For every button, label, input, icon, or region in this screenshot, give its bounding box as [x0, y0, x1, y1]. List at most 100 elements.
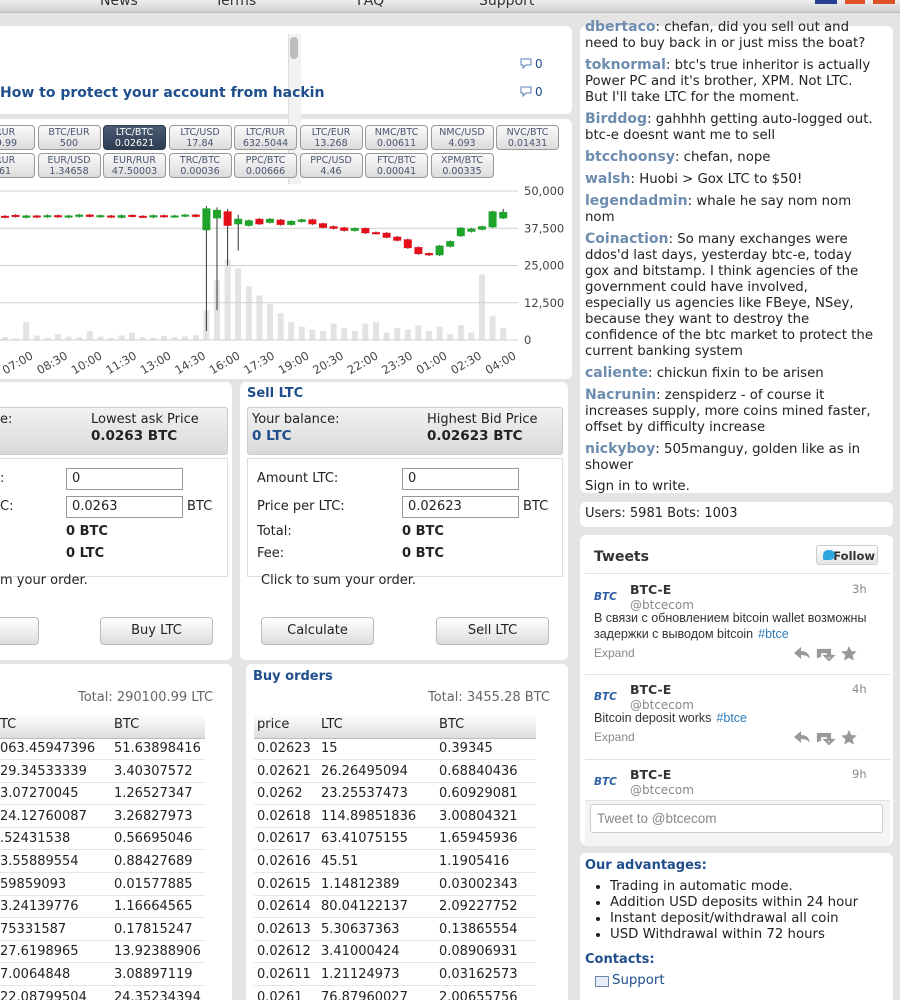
- cell: 3.40307572: [114, 763, 193, 779]
- cell: 3.26827973: [114, 808, 193, 824]
- support-link[interactable]: Support: [612, 973, 665, 988]
- row-line: [0, 759, 205, 760]
- flag[interactable]: [815, 0, 837, 4]
- chat-message: toknormal: btc's true inheritor is actua…: [585, 57, 877, 106]
- column-header: TC: [0, 717, 17, 732]
- input[interactable]: 0.0263: [66, 496, 183, 518]
- text: C:: [0, 499, 14, 514]
- text: Amount LTC:: [257, 471, 339, 486]
- flag[interactable]: [873, 0, 895, 4]
- cell: 0.13865554: [439, 921, 518, 937]
- nav-link[interactable]: Terms: [215, 0, 257, 9]
- text: Click to sum your order.: [261, 573, 417, 588]
- nav-link[interactable]: FAQ: [357, 0, 385, 9]
- tweet-input[interactable]: Tweet to @btcecom: [590, 804, 883, 833]
- pair-button[interactable]: LTC/BTC 0.02621: [103, 125, 166, 150]
- pair-name: NMC/USD: [439, 127, 485, 138]
- text: 0 BTC: [402, 546, 444, 561]
- x-tick-label: 07:00: [0, 348, 35, 377]
- tweet-tag[interactable]: #btce: [758, 627, 789, 641]
- comment-count[interactable]: 0: [535, 57, 543, 71]
- pair-button[interactable]: PPC/BTC 0.00666: [234, 153, 297, 178]
- nav-link[interactable]: News: [100, 0, 138, 9]
- cell: 29.34533339: [0, 763, 87, 779]
- tweet-actions[interactable]: [792, 645, 862, 661]
- pair-button[interactable]: NVC/BTC 0.01431: [496, 125, 559, 150]
- nav-link[interactable]: Support: [479, 0, 535, 9]
- cell: 75331587: [0, 921, 67, 937]
- pair-button[interactable]: TRC/BTC 0.00036: [168, 153, 232, 178]
- row-line: [254, 804, 536, 806]
- pair-button[interactable]: BTC/EUR 500: [37, 125, 101, 150]
- button[interactable]: Calculate: [261, 617, 374, 645]
- tweet-name[interactable]: BTC-E: [630, 682, 672, 697]
- chat-user[interactable]: walsh: [585, 171, 631, 187]
- flag[interactable]: [845, 0, 865, 4]
- comment-count[interactable]: 0: [535, 85, 543, 99]
- chat-user[interactable]: legendadmin: [585, 193, 688, 209]
- tweet-list: BTC BTC-E @btcecom 3h В связи с обновлением …: [585, 574, 890, 800]
- pair-name: BTC/EUR: [48, 127, 90, 138]
- tweet-logo: BTC: [594, 776, 617, 788]
- pair-button[interactable]: LTC/EUR 13.268: [299, 125, 363, 150]
- volume-bar: [267, 304, 273, 340]
- tweet-name[interactable]: BTC-E: [630, 767, 672, 782]
- pair-button[interactable]: LTC/USD 17.84: [168, 125, 232, 150]
- button[interactable]: Buy LTC: [100, 617, 213, 645]
- input[interactable]: 0: [66, 468, 183, 490]
- pair-button[interactable]: /RUR.61: [0, 153, 35, 178]
- volume-bar: [12, 338, 19, 340]
- tweet-tag[interactable]: #btce: [716, 711, 748, 725]
- form-box: [247, 458, 563, 577]
- y-tick-label: 0: [524, 333, 531, 347]
- expand-link[interactable]: Expand: [594, 730, 635, 744]
- chat-message: caliente: chickun fixin to be arisen: [585, 365, 877, 382]
- volume-bar: [44, 337, 51, 340]
- news-title[interactable]: How to protect your account from hackin: [0, 85, 325, 101]
- chat-user[interactable]: Coinaction: [585, 231, 669, 247]
- text: Users: 5981 Bots: 1003: [585, 506, 738, 521]
- scroll-thumb[interactable]: [290, 37, 298, 59]
- chat-user[interactable]: toknormal: [585, 57, 666, 73]
- chat-user[interactable]: Birddog: [585, 111, 648, 127]
- tweet-name[interactable]: BTC-E: [630, 582, 672, 597]
- pair-button[interactable]: LTC/RUR 632.5044: [234, 125, 297, 150]
- chat-user[interactable]: btcchoonsy: [585, 149, 675, 165]
- candle-body: [340, 227, 349, 231]
- button[interactable]: te: [0, 617, 39, 645]
- pair-name: LTC/RUR: [245, 127, 286, 138]
- pair-button[interactable]: NMC/USD 4.093: [430, 125, 494, 150]
- button[interactable]: Sell LTC: [436, 617, 549, 645]
- bird-icon: [823, 550, 835, 560]
- chat-user[interactable]: Nacrunin: [585, 387, 657, 403]
- cell: 0.02611: [257, 967, 311, 982]
- candle-body: [478, 226, 486, 230]
- volume-bar: [479, 274, 485, 340]
- cell: 26.26495094: [321, 763, 408, 779]
- pair-button[interactable]: NMC/BTC 0.00611: [365, 125, 428, 150]
- cell: 0.03002343: [439, 876, 518, 892]
- pair-rate: .61: [0, 166, 12, 177]
- pair-button[interactable]: FTC/BTC 0.00041: [365, 153, 428, 178]
- pair-name: LTC/EUR: [311, 127, 351, 138]
- input[interactable]: 0.02623: [402, 496, 519, 518]
- x-tick-label: 14:30: [172, 348, 208, 377]
- volume-bar: [2, 337, 8, 340]
- volume-bar: [341, 328, 348, 340]
- chat-user[interactable]: nickyboy: [585, 441, 656, 457]
- candle-body: [414, 247, 423, 255]
- pair-button[interactable]: /RUR99.99: [0, 125, 35, 150]
- pair-button[interactable]: EUR/RUR 47.50003: [103, 153, 166, 178]
- pair-rate: 0.00036: [180, 166, 220, 177]
- sign-in[interactable]: Sign in to write.: [585, 479, 690, 493]
- input[interactable]: 0: [402, 468, 519, 490]
- pair-button[interactable]: EUR/USD 1.34658: [37, 153, 101, 178]
- pair-button[interactable]: PPC/USD 4.46: [299, 153, 363, 178]
- tweet-actions[interactable]: [792, 729, 862, 745]
- chat-user[interactable]: caliente: [585, 365, 648, 381]
- expand-link[interactable]: Expand: [594, 646, 635, 660]
- pair-button[interactable]: XPM/BTC 0.00335: [430, 153, 494, 178]
- divider: [585, 674, 890, 675]
- tweet-footer: Expand: [594, 645, 869, 661]
- chat-user[interactable]: dbertaco: [585, 19, 656, 35]
